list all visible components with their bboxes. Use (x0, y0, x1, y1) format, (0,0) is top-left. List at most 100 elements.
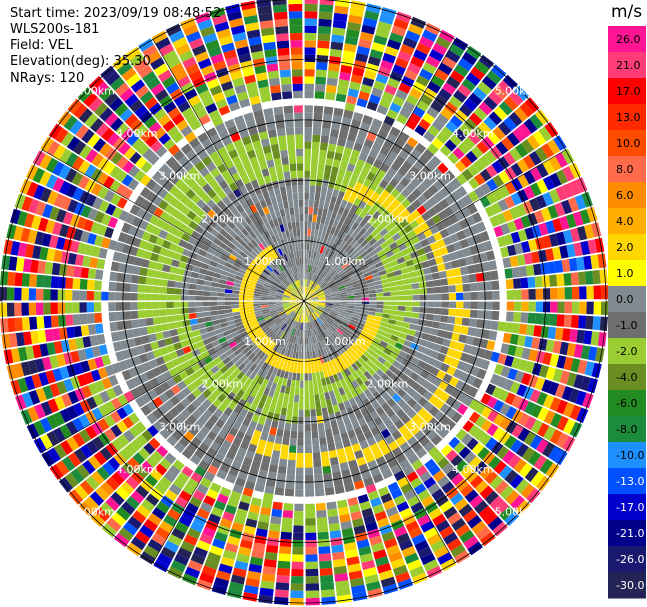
gate-cell (356, 433, 366, 443)
gate-cell (391, 246, 401, 255)
gate-cell (259, 131, 269, 140)
gate-cell (239, 239, 248, 248)
gate-cell (175, 167, 187, 178)
gate-cell (182, 345, 192, 355)
gate-cell (114, 82, 130, 97)
gate-cell (467, 164, 480, 177)
gate-cell (214, 531, 228, 543)
gate-cell (137, 310, 146, 319)
gate-cell (394, 419, 405, 430)
gate-cell (360, 121, 371, 132)
gate-cell (423, 476, 437, 489)
gate-cell (405, 182, 417, 193)
gate-cell (260, 296, 268, 300)
gate-cell (279, 284, 287, 290)
gate-cell (542, 191, 554, 206)
gate-cell (417, 232, 427, 242)
gate-cell (175, 201, 186, 212)
gate-cell (445, 120, 459, 134)
gate-cell (277, 560, 291, 569)
gate-cell (356, 539, 370, 549)
gate-cell (504, 511, 520, 526)
gate-cell (431, 137, 444, 150)
gate-cell (363, 371, 372, 380)
gate-cell (228, 149, 239, 159)
gate-cell (230, 24, 246, 35)
gate-cell (79, 144, 92, 159)
gate-cell (504, 181, 517, 195)
gate-cell (473, 428, 486, 442)
gate-cell (260, 303, 268, 306)
gate-cell (212, 538, 226, 550)
gate-cell (275, 293, 283, 297)
gate-cell (247, 242, 256, 250)
gate-cell (394, 251, 403, 260)
gate-cell (427, 81, 441, 94)
gate-cell (265, 441, 274, 450)
gate-cell (386, 544, 401, 556)
gate-cell (338, 79, 350, 88)
gate-cell (335, 145, 345, 154)
gate-cell (353, 480, 365, 490)
gate-cell (450, 190, 462, 202)
gate-cell (349, 239, 357, 247)
gate-cell (346, 163, 356, 173)
gate-cell (222, 378, 232, 388)
gate-cell (168, 144, 180, 156)
range-ring-label: 4.00km (116, 463, 158, 476)
gate-cell (283, 223, 289, 231)
gate-cell (328, 218, 335, 227)
gate-cell (388, 551, 403, 563)
gate-cell (227, 373, 237, 382)
gate-cell (300, 235, 304, 244)
gate-cell (246, 295, 254, 299)
gate-cell (298, 250, 302, 258)
gate-cell (514, 242, 524, 255)
gate-cell (21, 273, 30, 287)
gate-cell (318, 18, 332, 27)
gate-cell (333, 263, 340, 271)
gate-cell (363, 271, 372, 278)
gate-cell (208, 374, 218, 384)
gate-cell (316, 277, 323, 284)
gate-cell (304, 221, 308, 229)
gate-cell (545, 366, 556, 381)
gate-cell (282, 332, 288, 340)
gate-cell (271, 359, 278, 368)
gate-cell (516, 158, 530, 173)
range-ring-label: 4.00km (116, 127, 158, 140)
gate-cell (94, 280, 102, 291)
gate-cell (289, 350, 294, 358)
gate-cell (280, 313, 288, 320)
gate-cell (580, 345, 591, 360)
gate-cell (599, 316, 608, 331)
gate-cell (73, 228, 83, 241)
gate-cell (321, 239, 327, 247)
gate-cell (389, 32, 404, 44)
gate-cell (145, 493, 160, 507)
gate-cell (259, 161, 268, 170)
gate-cell (17, 242, 28, 257)
gate-cell (319, 371, 325, 379)
gate-cell (311, 298, 319, 301)
gate-cell (198, 249, 207, 257)
gate-cell (0, 302, 8, 317)
gate-cell (385, 267, 394, 274)
gate-cell (324, 307, 332, 312)
gate-cell (249, 380, 257, 389)
gate-cell (456, 360, 467, 371)
gate-cell (371, 542, 385, 553)
gate-cell (369, 297, 377, 301)
gate-cell (325, 376, 331, 385)
gate-cell (401, 359, 411, 368)
gate-cell (305, 315, 308, 323)
gate-cell (65, 152, 79, 167)
gate-cell (556, 231, 566, 246)
gate-cell (285, 386, 291, 395)
gate-cell (409, 271, 418, 278)
gate-cell (346, 210, 355, 220)
gate-cell (314, 192, 321, 201)
gate-cell (377, 396, 387, 407)
gate-cell (505, 490, 520, 505)
gate-cell (458, 334, 468, 344)
